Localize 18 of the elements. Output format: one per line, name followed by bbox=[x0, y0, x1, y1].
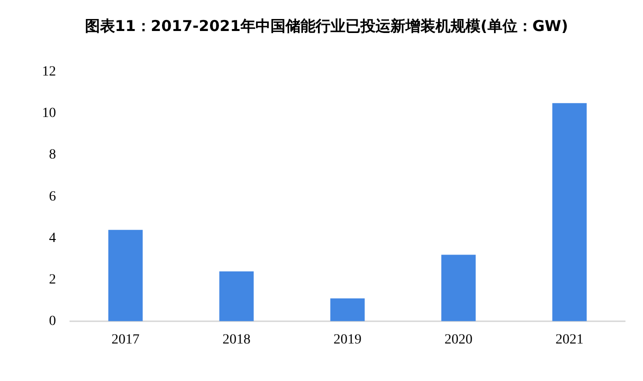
bar bbox=[330, 298, 365, 322]
bar bbox=[552, 103, 587, 322]
x-tick-label: 2020 bbox=[444, 332, 472, 348]
y-tick-label: 2 bbox=[49, 272, 56, 288]
x-tick-label: 2018 bbox=[222, 332, 250, 348]
y-tick-label: 12 bbox=[42, 64, 56, 80]
x-tick-label: 2019 bbox=[334, 332, 362, 348]
y-tick-label: 8 bbox=[49, 148, 56, 163]
x-tick-label: 2017 bbox=[112, 332, 140, 348]
chart-title: 图表11：2017-2021年中国储能行业已投运新增装机规模(单位：GW) bbox=[84, 16, 568, 35]
y-tick-label: 0 bbox=[49, 314, 56, 329]
y-tick-label: 4 bbox=[49, 230, 56, 246]
y-tick-label: 6 bbox=[49, 189, 56, 204]
bar bbox=[219, 271, 254, 322]
y-tick-label: 10 bbox=[42, 106, 56, 122]
x-tick-label: 2021 bbox=[556, 332, 584, 348]
bar bbox=[108, 230, 143, 322]
bar bbox=[441, 254, 476, 322]
